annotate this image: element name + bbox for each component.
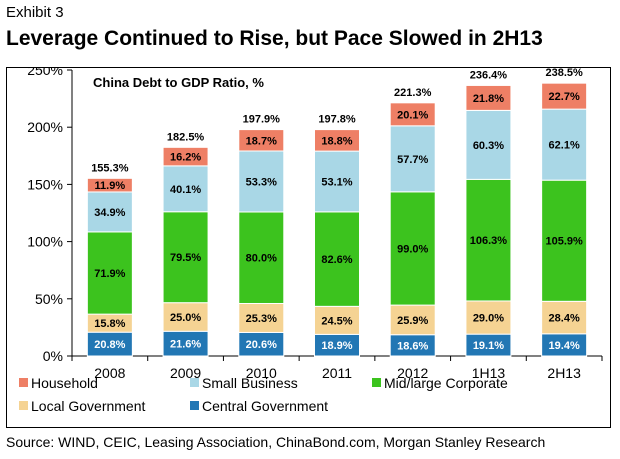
y-tick-label: 250% (27, 68, 63, 78)
bar-segment (86, 177, 133, 193)
bar-data-label: 25.9% (397, 315, 428, 327)
legend-label: Small Business (202, 375, 298, 391)
bar-segment (162, 330, 209, 357)
legend-swatch (372, 378, 381, 387)
page-title: Leverage Continued to Rise, but Pace Slo… (6, 27, 543, 50)
bar-data-label: 16.2% (170, 152, 201, 164)
bar-data-label: 80.0% (246, 253, 277, 265)
x-tick-label: 2H13 (547, 365, 581, 381)
x-tick-label: 2008 (94, 365, 125, 381)
x-tick-label: 2009 (170, 365, 201, 381)
bar-data-label: 28.4% (549, 313, 580, 325)
bar-data-label: 40.1% (170, 184, 201, 196)
y-tick-label: 0% (43, 348, 63, 364)
bar-data-label: 18.9% (321, 340, 352, 352)
legend-label: Central Government (202, 398, 328, 414)
bar-segment (389, 102, 436, 127)
bar-segment (541, 82, 588, 110)
bar-data-label: 62.1% (549, 140, 580, 152)
debt-to-gdp-chart: 0% 50% 100% 150% 200% 250% China Debt to GDP R… (19, 62, 603, 414)
bar-segment (465, 84, 512, 111)
bar-data-label: 18.8% (321, 135, 352, 147)
bar-segment (541, 108, 588, 181)
legend-swatch (190, 378, 199, 387)
bar-data-label: 53.3% (246, 176, 277, 188)
bar-data-label: 60.3% (473, 140, 504, 152)
y-tick-label: 150% (27, 176, 63, 192)
legend-swatch (19, 378, 28, 387)
legend-label: Household (31, 375, 98, 391)
legend-label: Mid/large Corporate (384, 375, 508, 391)
bar-data-label: 18.7% (246, 135, 277, 147)
bar-segment (541, 300, 588, 335)
y-tick-label: 50% (35, 291, 63, 307)
bar-total-label: 197.9% (243, 114, 281, 126)
bar-segment (238, 302, 285, 333)
bar-data-label: 79.5% (170, 252, 201, 264)
source-note: Source: WIND, CEIC, Leasing Association,… (6, 434, 546, 450)
bar-segment (314, 129, 360, 152)
x-tick-label: 2011 (322, 365, 352, 381)
bar-segment (238, 129, 285, 152)
bar-data-label: 18.6% (397, 340, 428, 352)
bar-data-label: 53.1% (321, 176, 352, 188)
bar-data-label: 29.0% (473, 313, 504, 325)
bar-data-label: 25.3% (246, 313, 277, 325)
bar-segment (162, 302, 209, 332)
bar-segment (162, 211, 209, 304)
bar-data-label: 19.1% (473, 340, 504, 352)
bar-data-label: 22.7% (549, 91, 580, 103)
bar-data-label: 71.9% (94, 268, 125, 280)
x-tick-label: 1H13 (472, 365, 506, 381)
x-tick-label: 2010 (246, 365, 277, 381)
bar-segment (465, 300, 512, 335)
legend-swatch (19, 401, 28, 410)
bar-data-label: 25.0% (170, 312, 201, 324)
bar-segment (238, 211, 285, 304)
bar-data-label: 21.8% (473, 93, 504, 105)
bar-data-label: 24.5% (321, 315, 352, 327)
bar-data-label: 82.6% (321, 254, 352, 266)
bar-total-label: 238.5% (545, 68, 583, 79)
y-tick-label: 200% (27, 119, 63, 135)
bar-total-label: 182.5% (167, 131, 205, 143)
bar-data-label: 21.6% (170, 339, 201, 351)
bar-total-label: 236.4% (470, 69, 508, 81)
exhibit-label: Exhibit 3 (6, 4, 64, 21)
x-tick-label: 2012 (397, 365, 428, 381)
bar-segment (162, 146, 209, 167)
legend-swatch (190, 401, 199, 410)
chart-frame: 0% 50% 100% 150% 200% 250% China Debt to GDP R… (6, 62, 611, 428)
bar-data-label: 20.6% (246, 339, 277, 351)
bar-data-label: 11.9% (95, 180, 126, 192)
bar-total-label: 197.8% (318, 114, 356, 126)
bar-data-label: 57.7% (397, 154, 428, 166)
bar-segment (86, 231, 133, 315)
bar-data-label: 34.9% (94, 207, 125, 219)
bar-total-label: 155.3% (91, 162, 129, 174)
bar-segment (465, 178, 512, 302)
bar-data-label: 99.0% (397, 243, 428, 255)
bar-total-label: 221.3% (394, 87, 432, 99)
bar-data-label: 19.4% (549, 340, 580, 352)
bar-data-label: 20.8% (94, 339, 125, 351)
bar-data-label: 15.8% (94, 318, 125, 330)
bar-data-label: 20.1% (397, 109, 428, 121)
bar-data-label: 105.9% (545, 236, 583, 248)
bar-segment (389, 191, 436, 306)
y-tick-label: 100% (27, 234, 63, 250)
bar-segment (314, 305, 360, 335)
bar-data-label: 106.3% (470, 235, 508, 247)
bar-segment (541, 179, 588, 302)
chart-title: China Debt to GDP Ratio, % (93, 75, 264, 90)
legend-label: Local Government (31, 398, 146, 414)
